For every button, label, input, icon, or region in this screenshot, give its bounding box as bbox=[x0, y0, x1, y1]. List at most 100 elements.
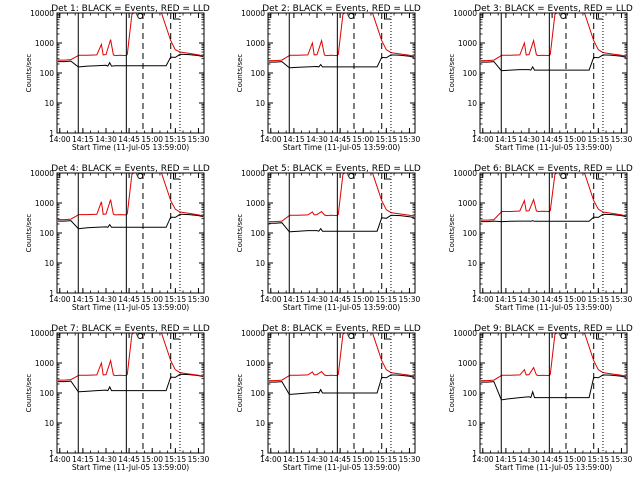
x-axis-label: Start Time (11-Jul-05 13:59:00) bbox=[72, 143, 189, 152]
chart-panel-3: 1 10 100 1000 10000 14:00 14:15 14:30 14:45 15:00… bbox=[448, 4, 633, 152]
axes-frame bbox=[479, 332, 628, 454]
series-events-line bbox=[57, 373, 204, 393]
x-tick-label: 15:00 bbox=[352, 135, 374, 144]
chart-title: Det 9: BLACK = Events, RED = LLD bbox=[474, 324, 633, 334]
plot-area bbox=[268, 333, 415, 395]
y-tick-label: 100 bbox=[40, 69, 55, 78]
x-axis-label: Start Time (11-Jul-05 13:59:00) bbox=[495, 303, 612, 312]
series-lld-line bbox=[480, 13, 627, 62]
y-tick-label: 100 bbox=[251, 229, 266, 238]
series-events-line bbox=[268, 54, 415, 69]
bracket-marker bbox=[172, 173, 180, 180]
series-lld-line bbox=[268, 13, 415, 62]
bracket-marker bbox=[172, 333, 180, 340]
chart-title: Det 7: BLACK = Events, RED = LLD bbox=[51, 324, 210, 334]
x-tick-label: 15:15 bbox=[588, 135, 610, 144]
y-tick-label: 1 bbox=[260, 289, 265, 298]
y-axis-label: Counts/sec bbox=[236, 374, 244, 413]
y-tick-label: 10 bbox=[467, 259, 477, 268]
circle-marker bbox=[137, 333, 144, 339]
y-tick-label: 10 bbox=[255, 99, 265, 108]
y-tick-label: 10000 bbox=[453, 9, 477, 18]
x-tick-label: 14:15 bbox=[72, 455, 94, 464]
y-axis-label: Counts/sec bbox=[25, 54, 33, 93]
x-tick-label: 14:00 bbox=[260, 455, 282, 464]
y-tick-label: 1000 bbox=[246, 359, 265, 368]
plot-area bbox=[57, 333, 204, 393]
y-tick-label: 1 bbox=[260, 129, 265, 138]
bracket-marker bbox=[595, 13, 603, 20]
x-tick-label: 14:30 bbox=[306, 135, 328, 144]
plot-area bbox=[57, 173, 204, 230]
y-tick-label: 10 bbox=[44, 259, 54, 268]
y-tick-label: 1 bbox=[472, 129, 477, 138]
chart-panel-4: 1 10 100 1000 10000 14:00 14:15 14:30 14:45 15:00… bbox=[25, 164, 210, 312]
circle-marker bbox=[137, 13, 144, 19]
y-axis-label: Counts/sec bbox=[448, 54, 456, 93]
x-tick-label: 14:30 bbox=[306, 455, 328, 464]
y-tick-label: 10 bbox=[255, 419, 265, 428]
x-tick-label: 14:45 bbox=[118, 135, 140, 144]
x-tick-label: 14:30 bbox=[95, 455, 117, 464]
series-events-line bbox=[57, 53, 204, 68]
y-tick-label: 100 bbox=[463, 389, 478, 398]
x-axis-label: Start Time (11-Jul-05 13:59:00) bbox=[495, 143, 612, 152]
y-tick-label: 1 bbox=[472, 449, 477, 458]
y-axis-label: Counts/sec bbox=[448, 214, 456, 253]
x-tick-label: 14:00 bbox=[472, 455, 494, 464]
x-tick-label: 15:30 bbox=[188, 455, 210, 464]
x-tick-label: 14:45 bbox=[541, 135, 563, 144]
x-tick-label: 15:30 bbox=[399, 135, 421, 144]
y-tick-label: 1000 bbox=[458, 199, 477, 208]
bracket-marker bbox=[383, 13, 391, 20]
chart-title: Det 3: BLACK = Events, RED = LLD bbox=[474, 4, 633, 14]
x-tick-label: 14:30 bbox=[95, 135, 117, 144]
x-tick-label: 15:00 bbox=[352, 295, 374, 304]
x-tick-label: 14:30 bbox=[518, 135, 540, 144]
chart-title: Det 4: BLACK = Events, RED = LLD bbox=[51, 164, 210, 174]
plot-area bbox=[480, 13, 627, 72]
x-tick-label: 14:45 bbox=[329, 455, 351, 464]
y-tick-label: 10000 bbox=[30, 329, 54, 338]
y-tick-label: 10 bbox=[255, 259, 265, 268]
series-lld-line bbox=[268, 333, 415, 382]
x-tick-label: 14:15 bbox=[283, 295, 305, 304]
x-tick-label: 14:00 bbox=[472, 135, 494, 144]
x-tick-label: 14:30 bbox=[518, 295, 540, 304]
x-tick-label: 14:00 bbox=[49, 295, 71, 304]
series-events-line bbox=[57, 213, 204, 230]
series-events-line bbox=[480, 374, 627, 401]
y-tick-label: 10000 bbox=[30, 169, 54, 178]
y-tick-label: 100 bbox=[251, 69, 266, 78]
y-tick-label: 100 bbox=[463, 69, 478, 78]
x-tick-label: 15:00 bbox=[352, 455, 374, 464]
y-axis-label: Counts/sec bbox=[448, 374, 456, 413]
x-tick-label: 14:45 bbox=[541, 455, 563, 464]
y-tick-label: 10000 bbox=[453, 169, 477, 178]
y-tick-label: 1000 bbox=[35, 199, 54, 208]
x-tick-label: 15:15 bbox=[376, 455, 398, 464]
chart-title: Det 2: BLACK = Events, RED = LLD bbox=[262, 4, 421, 14]
plot-area bbox=[268, 173, 415, 233]
x-tick-label: 15:30 bbox=[188, 135, 210, 144]
y-tick-label: 1 bbox=[472, 289, 477, 298]
x-tick-label: 15:00 bbox=[141, 295, 163, 304]
circle-marker bbox=[348, 173, 355, 179]
x-tick-label: 15:15 bbox=[376, 295, 398, 304]
x-tick-label: 14:45 bbox=[329, 135, 351, 144]
axes-frame bbox=[479, 172, 628, 294]
x-axis-label: Start Time (11-Jul-05 13:59:00) bbox=[283, 303, 400, 312]
series-events-line bbox=[480, 54, 627, 72]
y-tick-label: 100 bbox=[40, 229, 55, 238]
x-tick-label: 14:45 bbox=[329, 295, 351, 304]
x-tick-label: 15:00 bbox=[141, 455, 163, 464]
x-axis-label: Start Time (11-Jul-05 13:59:00) bbox=[72, 463, 189, 472]
y-tick-label: 1000 bbox=[35, 359, 54, 368]
chart-panel-7: 1 10 100 1000 10000 14:00 14:15 14:30 14:45 15:00… bbox=[25, 324, 210, 472]
series-lld-line bbox=[57, 333, 204, 381]
y-tick-label: 1000 bbox=[458, 39, 477, 48]
bracket-marker bbox=[595, 333, 603, 340]
chart-title: Det 6: BLACK = Events, RED = LLD bbox=[474, 164, 633, 174]
bracket-marker bbox=[383, 333, 391, 340]
x-tick-label: 14:45 bbox=[118, 455, 140, 464]
